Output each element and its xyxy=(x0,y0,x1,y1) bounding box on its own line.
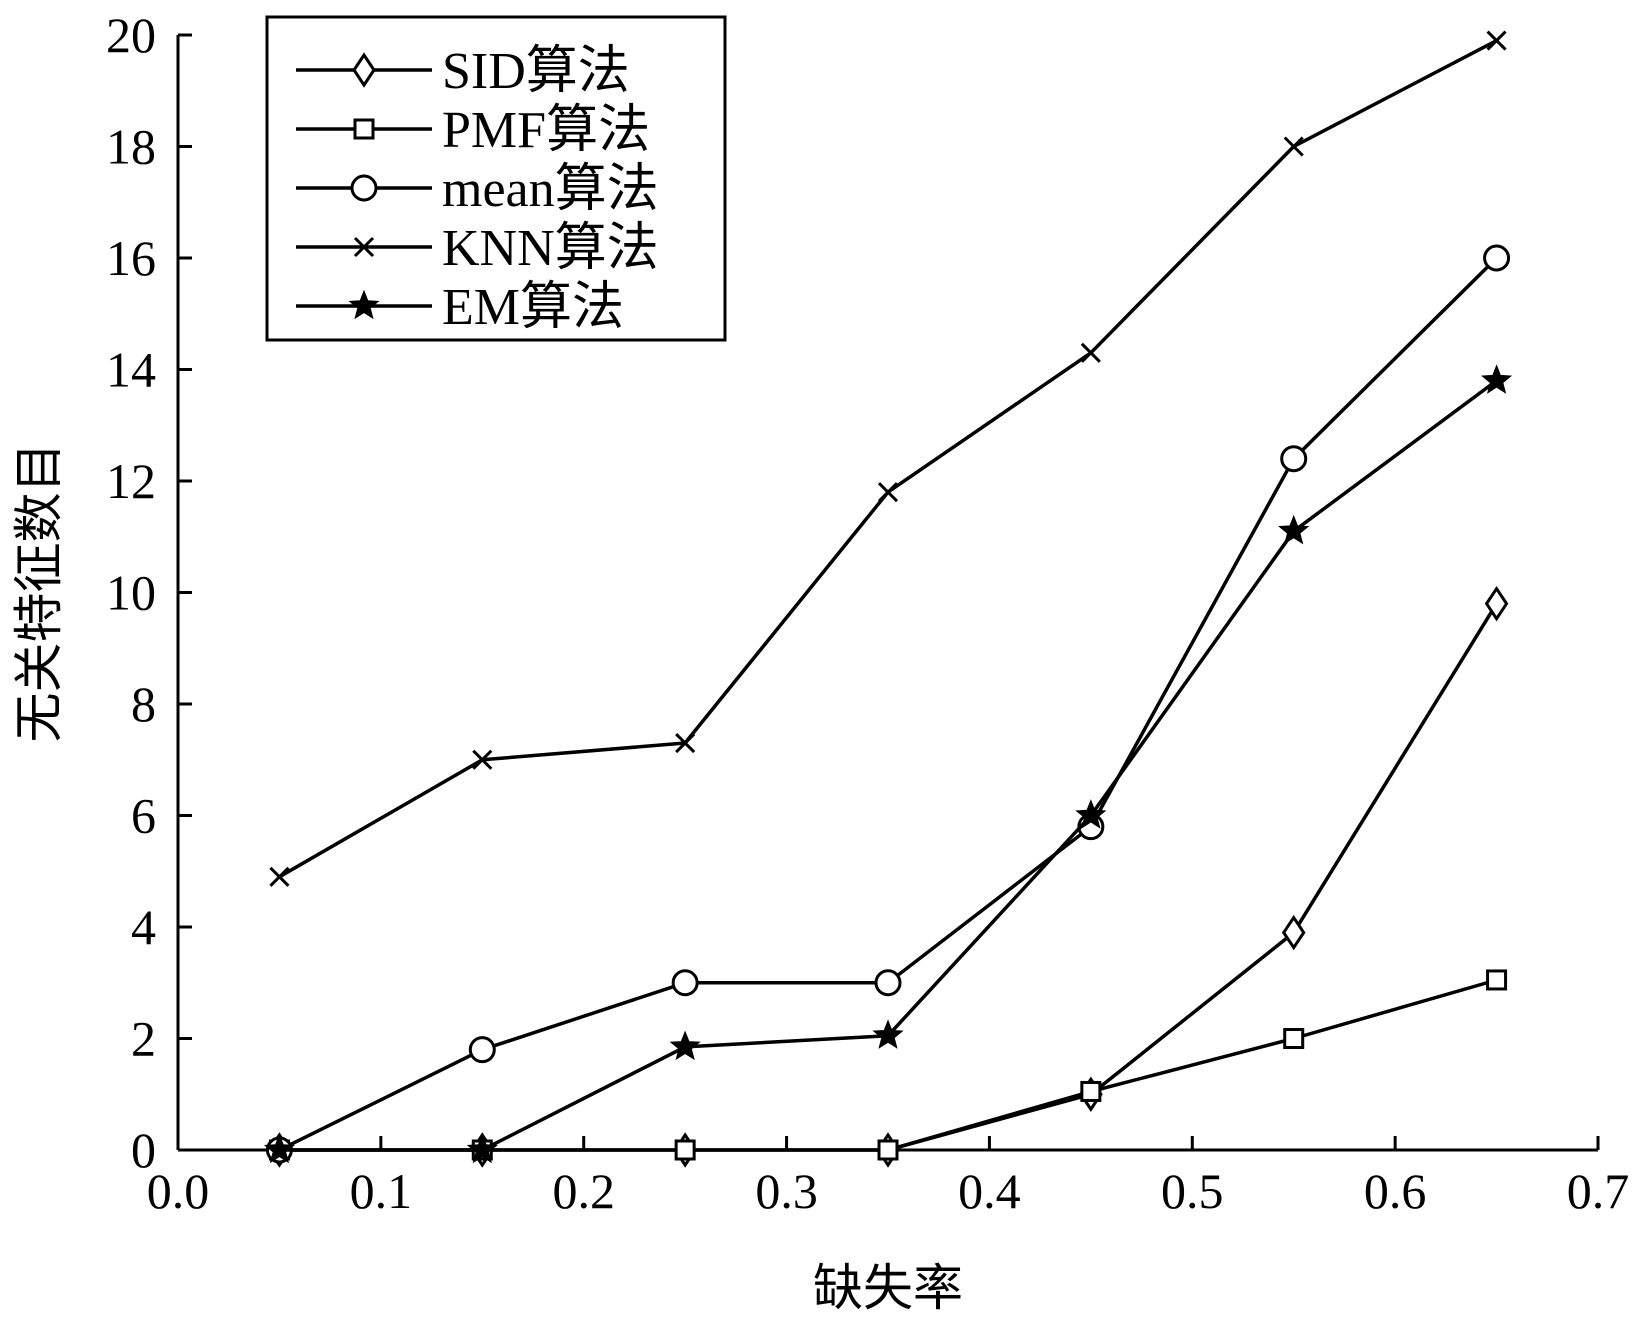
data-point xyxy=(263,1133,296,1164)
legend-marker xyxy=(352,52,376,88)
x-tick-label: 0.5 xyxy=(1161,1163,1224,1219)
y-tick-label: 12 xyxy=(106,453,156,509)
data-point xyxy=(1080,1080,1102,1102)
legend-item: KNN算法 xyxy=(296,220,659,277)
legend-label: EM算法 xyxy=(442,279,624,336)
y-tick-label: 20 xyxy=(106,7,156,63)
y-tick-label: 0 xyxy=(131,1122,156,1178)
legend-item: EM算法 xyxy=(296,279,624,336)
data-point xyxy=(877,482,899,503)
y-tick-label: 8 xyxy=(131,676,156,732)
series-x xyxy=(269,30,1507,887)
data-point xyxy=(472,749,493,770)
data-point xyxy=(1283,136,1304,157)
data-point xyxy=(874,969,902,997)
y-tick-label: 16 xyxy=(106,230,156,286)
y-axis-title: 无关特征数目 xyxy=(10,443,68,743)
data-point xyxy=(674,1139,696,1161)
legend-marker xyxy=(350,174,378,202)
data-point xyxy=(1283,1028,1305,1049)
legend-item: SID算法 xyxy=(296,43,630,100)
series-line xyxy=(278,256,1498,1152)
x-tick-label: 0.2 xyxy=(552,1163,615,1219)
series-square xyxy=(268,969,1508,1161)
data-point xyxy=(269,866,290,887)
x-tick-label: 0.7 xyxy=(1567,1163,1630,1219)
data-point xyxy=(1480,364,1513,394)
data-point xyxy=(1483,244,1511,272)
data-point xyxy=(1075,799,1107,829)
plot-area xyxy=(263,30,1513,1168)
x-tick-label: 0.1 xyxy=(350,1163,413,1219)
x-tick-label: 0.0 xyxy=(147,1163,210,1219)
data-point xyxy=(466,1133,498,1164)
data-point xyxy=(1281,914,1306,951)
data-point xyxy=(1278,514,1310,545)
series-line xyxy=(279,602,1499,1152)
y-tick-label: 10 xyxy=(106,565,156,621)
x-axis-title: 缺失率 xyxy=(813,1259,963,1317)
legend-label: mean算法 xyxy=(442,161,659,218)
data-point xyxy=(1486,969,1508,991)
data-point xyxy=(1280,445,1308,473)
series-star xyxy=(263,364,1513,1164)
y-tick-label: 18 xyxy=(106,119,156,175)
legend-marker xyxy=(353,118,375,140)
series-line xyxy=(279,978,1498,1152)
x-tick-label: 0.4 xyxy=(958,1163,1021,1219)
legend-label: SID算法 xyxy=(442,43,630,100)
data-point xyxy=(872,1019,904,1049)
data-point xyxy=(877,1139,899,1161)
legend-label: KNN算法 xyxy=(442,220,659,277)
data-point xyxy=(1486,30,1507,51)
legend-item: PMF算法 xyxy=(296,102,650,159)
data-point xyxy=(468,1036,496,1064)
data-point xyxy=(675,732,696,754)
legend-label: PMF算法 xyxy=(442,102,650,159)
x-tick-label: 0.6 xyxy=(1364,1163,1427,1219)
legend-marker xyxy=(353,236,375,258)
series-diamond xyxy=(267,585,1509,1168)
legend-item: mean算法 xyxy=(296,161,659,218)
data-point xyxy=(669,1030,701,1061)
data-point xyxy=(671,969,699,997)
data-point xyxy=(1080,342,1101,363)
y-tick-label: 6 xyxy=(131,788,156,844)
y-tick-label: 2 xyxy=(131,1011,156,1067)
y-tick-label: 14 xyxy=(106,342,156,398)
x-tick-label: 0.3 xyxy=(755,1163,818,1219)
data-point xyxy=(1484,585,1509,622)
legend-marker xyxy=(348,289,380,320)
y-tick-label: 4 xyxy=(131,899,156,955)
axes: 0.0 0.1 0.2 0.3 0.4 0.5 0.6 0.7 0 2 4 6 8 10 12 14 16 18 2… xyxy=(106,7,1629,1219)
